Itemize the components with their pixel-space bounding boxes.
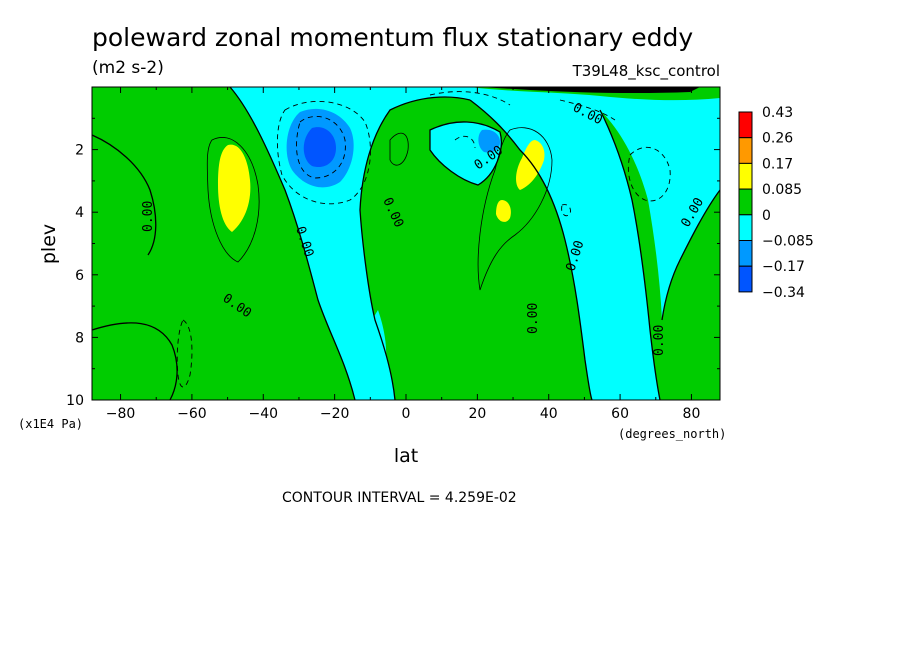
- zero-contours: [91, 86, 721, 401]
- positive-contours: [206, 127, 553, 291]
- legend-label: −0.085: [762, 234, 814, 250]
- contour-label: 0.00: [526, 303, 541, 334]
- y-tick-label: 2: [75, 143, 84, 159]
- legend-swatch: [738, 162, 753, 190]
- contour-interval: CONTOUR INTERVAL = 4.259E-02: [282, 490, 517, 506]
- fill-negative-high-core: [303, 127, 336, 168]
- zero-contour-center: [359, 96, 471, 401]
- x-units-label: (degrees_north): [618, 427, 726, 441]
- contour-label: 0.00: [652, 325, 667, 356]
- legend-label: −0.17: [762, 259, 805, 275]
- colorbar-legend: 0.43 0.26 0.17 0.085 0 −0.085 −0.17 −0.34: [738, 105, 814, 301]
- x-tick-label: 40: [540, 406, 558, 422]
- x-axis: −80 −60 −40 −20 0 20 40 60 80: [106, 87, 701, 422]
- negative-contour-east-oval: [627, 146, 671, 202]
- x-tick-label: 20: [468, 406, 486, 422]
- y-units-label: (x1E4 Pa): [18, 417, 83, 431]
- legend-label: −0.34: [762, 285, 805, 301]
- zero-contour-sw: [91, 134, 157, 256]
- negative-contour-top-east: [559, 99, 616, 121]
- positive-contour-east: [477, 127, 553, 291]
- x-tick-label: 60: [611, 406, 629, 422]
- fill-negative-mid-east: [478, 129, 500, 153]
- legend-swatch: [738, 265, 753, 293]
- y-tick-label: 10: [66, 393, 84, 409]
- chart-title: poleward zonal momentum flux stationary …: [92, 23, 693, 52]
- positive-contour-west: [206, 137, 260, 263]
- x-tick-label: 0: [402, 406, 411, 422]
- x-tick-label: 80: [683, 406, 701, 422]
- legend-swatch: [738, 111, 753, 139]
- x-axis-label: lat: [394, 445, 418, 467]
- y-axis-label: plev: [38, 224, 60, 264]
- fill-positive-south: [92, 322, 178, 400]
- negative-contour-small-east: [561, 204, 571, 217]
- zero-contour-center-east: [469, 99, 593, 401]
- zero-contour-east: [599, 109, 661, 401]
- y-tick-label: 8: [75, 330, 84, 346]
- negative-contour-top-center: [429, 91, 511, 106]
- negative-contour-south-pacific: [276, 100, 371, 205]
- legend-label: 0.26: [762, 131, 793, 147]
- legend-swatch: [738, 188, 753, 216]
- legend-label: 0.43: [762, 105, 793, 121]
- negative-contour-center-small: [454, 135, 476, 149]
- legend-swatch: [738, 214, 753, 242]
- contour-label: 0.00: [141, 201, 156, 232]
- x-tick-label: −40: [248, 406, 278, 422]
- fill-positive-mid-west: [218, 144, 251, 232]
- run-label: T39L48_ksc_control: [572, 62, 720, 81]
- legend-swatch: [738, 240, 753, 267]
- units-label: (m2 s-2): [92, 58, 164, 78]
- legend-label: 0: [762, 208, 771, 224]
- zero-contour-far-east: [661, 189, 721, 321]
- positive-contour-ne: [389, 132, 409, 166]
- fill-positive-east: [600, 110, 720, 400]
- fill-positive-west: [92, 87, 355, 400]
- fill-positive-mid-east-small: [496, 200, 511, 222]
- zero-contour-south: [91, 322, 178, 401]
- fill-positive-sw-strip: [92, 135, 156, 255]
- x-tick-label: −60: [177, 406, 207, 422]
- top-band: [480, 87, 700, 94]
- legend-swatch: [738, 137, 753, 164]
- legend-label: 0.085: [762, 182, 802, 198]
- legend-label: 0.17: [762, 156, 793, 172]
- negative-contours: [176, 91, 671, 388]
- negative-contour-sw-oval: [176, 319, 193, 388]
- y-tick-label: 4: [75, 205, 84, 221]
- x-tick-label: −80: [106, 406, 136, 422]
- y-axis: 2 4 6 8 10: [66, 117, 720, 409]
- fill-negative-pocket-south: [372, 310, 387, 370]
- x-tick-label: −20: [320, 406, 350, 422]
- fill-positive-mid-east: [516, 140, 545, 190]
- y-tick-label: 6: [75, 268, 84, 284]
- zero-contour-west: [229, 86, 356, 401]
- plot-area: 0.00 0.00 0.00 0.00 0.00 0.00 0.00 0.00 …: [91, 86, 721, 401]
